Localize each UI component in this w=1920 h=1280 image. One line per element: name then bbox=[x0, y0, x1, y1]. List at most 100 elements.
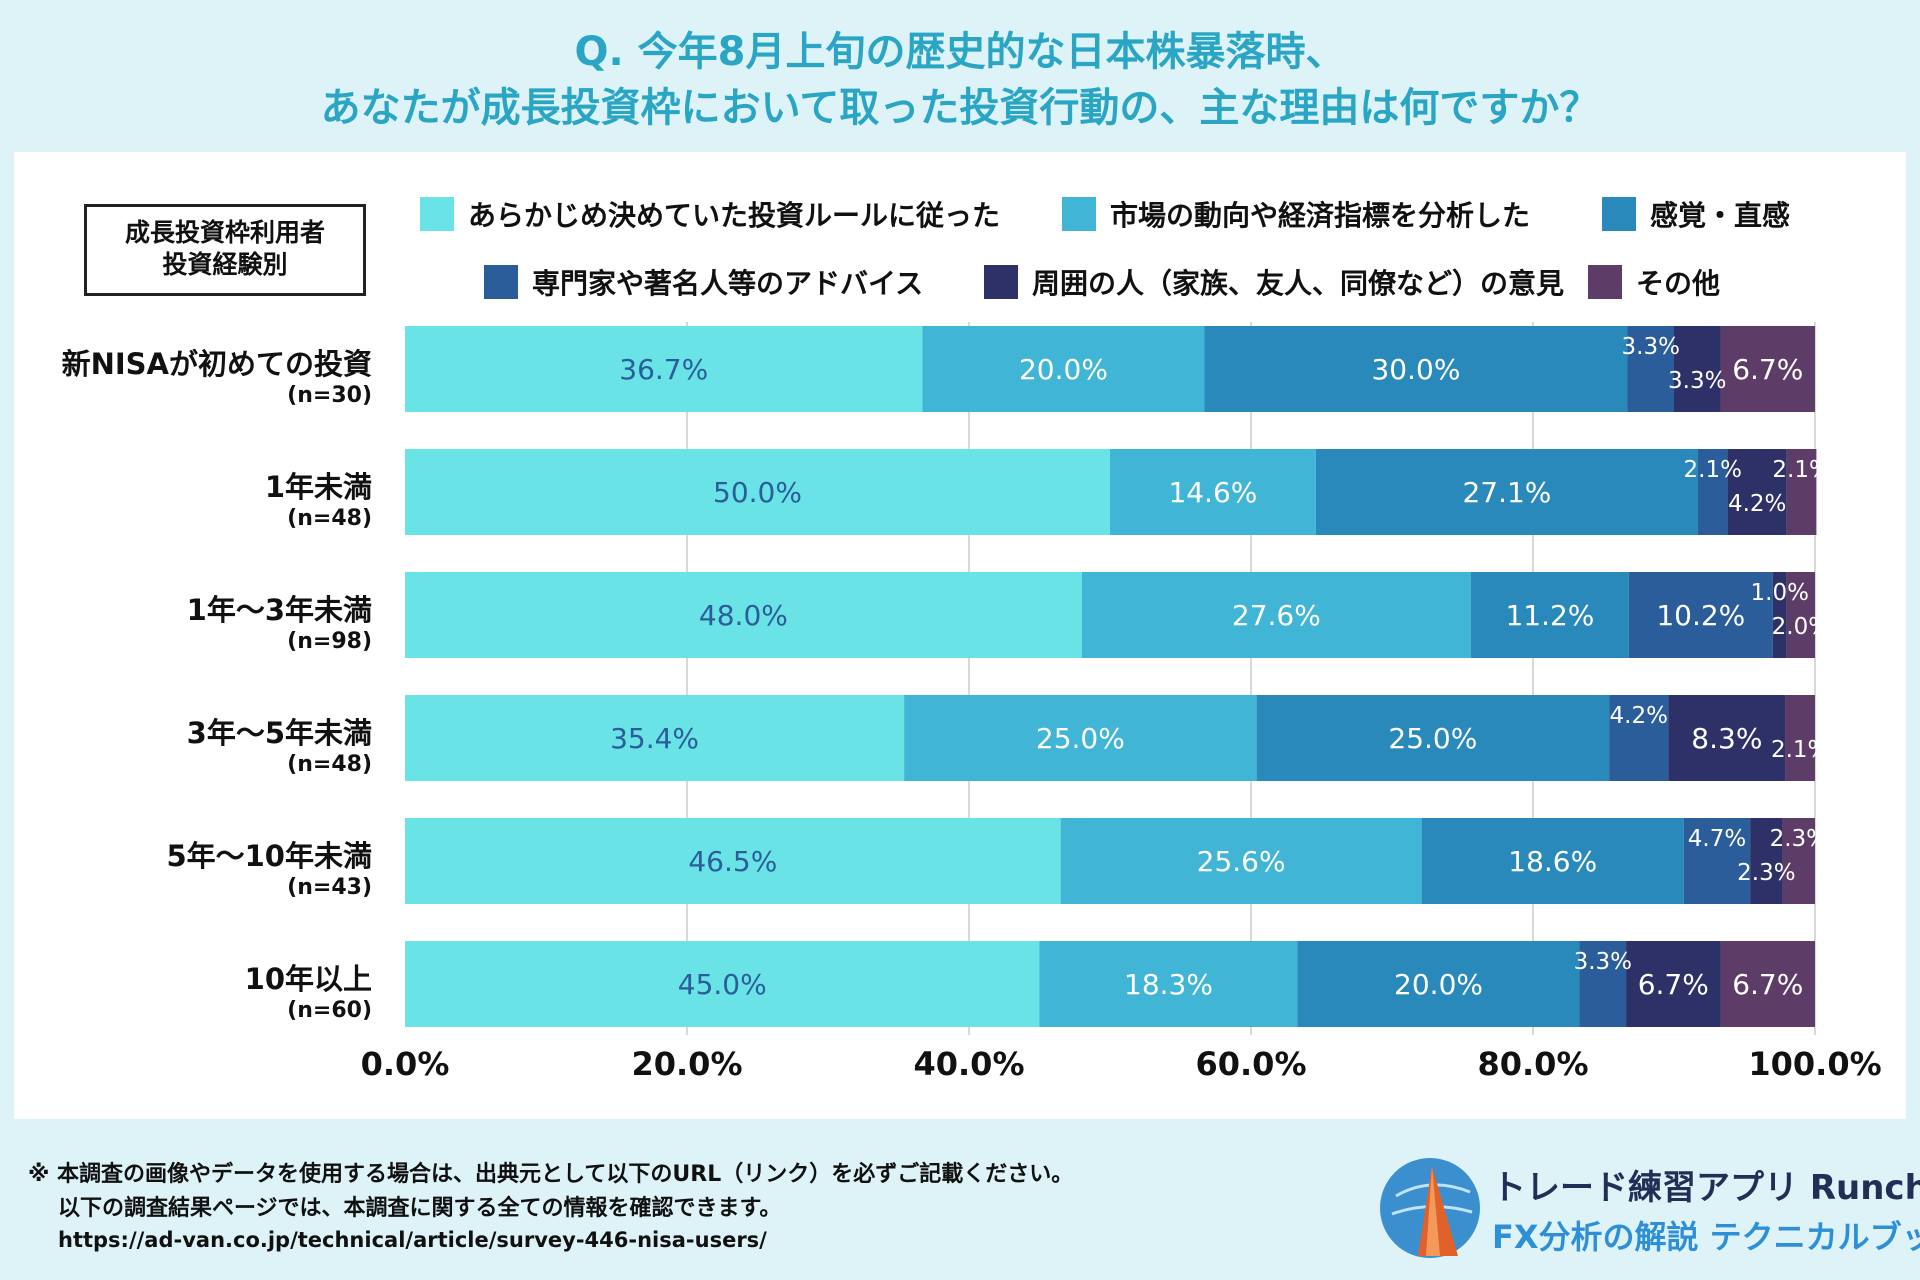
data-label: 10.2% bbox=[1656, 599, 1745, 632]
row-sample-size: (n=48) bbox=[287, 506, 372, 531]
row-label-under-1y: 1年未満 (n=48) bbox=[20, 469, 372, 533]
title-line-1: Q. 今年8月上旬の歴史的な日本株暴落時、 bbox=[574, 29, 1346, 75]
bar-segment bbox=[1039, 941, 1298, 1027]
bar-segment bbox=[1786, 449, 1817, 535]
data-label: 2.3% bbox=[1770, 826, 1828, 852]
bar-segment bbox=[405, 449, 1110, 535]
footer-note-line-1: ※ 本調査の画像やデータを使用する場合は、出典元として以下のURL（リンク）を必… bbox=[28, 1162, 1074, 1187]
data-label: 2.3% bbox=[1737, 860, 1795, 886]
data-label: 2.1% bbox=[1684, 457, 1742, 483]
data-label: 27.1% bbox=[1462, 476, 1551, 509]
data-label: 36.7% bbox=[619, 353, 708, 386]
data-label: 6.7% bbox=[1732, 353, 1803, 386]
bar-segment bbox=[405, 326, 923, 412]
x-tick-label: 40.0% bbox=[913, 1045, 1024, 1083]
bar-segment bbox=[1786, 572, 1815, 658]
bar-segment bbox=[1674, 326, 1721, 412]
legend-swatch-rule bbox=[420, 197, 454, 231]
row-sample-size: (n=43) bbox=[287, 875, 372, 900]
legend-item-rule: あらかじめ決めていた投資ルールに従った bbox=[420, 194, 1000, 234]
data-label: 35.4% bbox=[610, 722, 699, 755]
legend-label-people: 周囲の人（家族、友人、同僚など）の意見 bbox=[1032, 267, 1565, 300]
legend-item-people: 周囲の人（家族、友人、同僚など）の意見 bbox=[984, 262, 1564, 302]
bar-segment bbox=[1785, 695, 1815, 781]
legend-swatch-expert bbox=[484, 265, 518, 299]
brand-name: トレード練習アプリ Runcha bbox=[1492, 1168, 1920, 1208]
chart-title: Q. 今年8月上旬の歴史的な日本株暴落時、 あなたが成長投資枠において取った投資… bbox=[0, 24, 1920, 136]
row-label-1-3y: 1年～3年未満 (n=98) bbox=[20, 592, 372, 656]
legend-swatch-intuition bbox=[1602, 197, 1636, 231]
legend-swatch-analysis bbox=[1062, 197, 1096, 231]
data-label: 25.6% bbox=[1197, 845, 1286, 878]
bar-segment bbox=[1772, 572, 1787, 658]
bar-segment bbox=[1750, 818, 1783, 904]
data-label: 1.0% bbox=[1751, 580, 1809, 606]
x-tick-label: 80.0% bbox=[1477, 1045, 1588, 1083]
bar-segment bbox=[1683, 818, 1751, 904]
data-label: 8.3% bbox=[1691, 722, 1762, 755]
row-label-5-10y: 5年～10年未満 (n=43) bbox=[20, 838, 372, 902]
data-label: 46.5% bbox=[688, 845, 777, 878]
data-label: 2.1% bbox=[1771, 737, 1829, 763]
data-label: 2.1% bbox=[1772, 457, 1830, 483]
data-label: 48.0% bbox=[699, 599, 788, 632]
legend-label-intuition: 感覚・直感 bbox=[1650, 199, 1791, 232]
group-label-box: 成長投資枠利用者 投資経験別 bbox=[84, 204, 366, 296]
data-label: 30.0% bbox=[1371, 353, 1460, 386]
row-name: 10年以上 bbox=[244, 962, 372, 996]
x-tick-label: 20.0% bbox=[631, 1045, 742, 1083]
legend-swatch-people bbox=[984, 265, 1018, 299]
bar-segment bbox=[1626, 941, 1721, 1027]
data-label: 20.0% bbox=[1394, 968, 1483, 1001]
footer-note-line-2: 以下の調査結果ページでは、本調査に関する全ての情報を確認できます。 bbox=[58, 1196, 782, 1221]
bar-segment bbox=[1470, 572, 1629, 658]
row-sample-size: (n=60) bbox=[287, 998, 372, 1023]
bar-segment bbox=[405, 695, 905, 781]
bar-segment bbox=[1060, 818, 1422, 904]
brand-subtitle: FX分析の解説 テクニカルブック bbox=[1492, 1218, 1920, 1256]
bar-segment bbox=[904, 695, 1257, 781]
bar-segment bbox=[1204, 326, 1628, 412]
legend-item-intuition: 感覚・直感 bbox=[1602, 194, 1790, 234]
data-label: 4.2% bbox=[1610, 703, 1668, 729]
data-label: 4.7% bbox=[1688, 826, 1746, 852]
bar-segment bbox=[405, 818, 1061, 904]
data-label: 11.2% bbox=[1505, 599, 1594, 632]
row-label-first-time: 新NISAが初めての投資 (n=30) bbox=[20, 346, 372, 410]
row-name: 3年～5年未満 bbox=[186, 716, 372, 750]
row-sample-size: (n=30) bbox=[287, 383, 372, 408]
legend-label-other: その他 bbox=[1636, 267, 1721, 300]
bar-segment bbox=[1315, 449, 1698, 535]
group-label-line-2: 投資経験別 bbox=[162, 250, 288, 279]
bar-segment bbox=[1697, 449, 1728, 535]
legend-label-rule: あらかじめ決めていた投資ルールに従った bbox=[468, 199, 1001, 232]
data-label: 18.3% bbox=[1124, 968, 1213, 1001]
legend-label-analysis: 市場の動向や経済指標を分析した bbox=[1110, 199, 1531, 232]
data-label: 4.2% bbox=[1728, 491, 1786, 517]
data-label: 3.3% bbox=[1668, 368, 1726, 394]
legend-item-analysis: 市場の動向や経済指標を分析した bbox=[1062, 194, 1530, 234]
bar-segment bbox=[1081, 572, 1471, 658]
bar-segment bbox=[922, 326, 1205, 412]
legend-label-expert: 専門家や著名人等のアドバイス bbox=[532, 267, 924, 300]
data-label: 2.0% bbox=[1772, 614, 1830, 640]
row-label-3-5y: 3年～5年未満 (n=48) bbox=[20, 715, 372, 779]
data-label: 14.6% bbox=[1168, 476, 1257, 509]
row-label-over-10y: 10年以上 (n=60) bbox=[20, 961, 372, 1025]
data-label: 3.3% bbox=[1574, 949, 1632, 975]
legend-swatch-other bbox=[1588, 265, 1622, 299]
bar-segment bbox=[405, 941, 1040, 1027]
footer-url[interactable]: https://ad-van.co.jp/technical/article/s… bbox=[58, 1228, 767, 1252]
row-name: 1年～3年未満 bbox=[186, 593, 372, 627]
title-line-2: あなたが成長投資枠において取った投資行動の、主な理由は何ですか？ bbox=[320, 85, 1600, 131]
bar-segment bbox=[405, 572, 1082, 658]
row-sample-size: (n=48) bbox=[287, 752, 372, 777]
bar-segment bbox=[1627, 326, 1674, 412]
row-name: 新NISAが初めての投資 bbox=[61, 347, 372, 381]
row-name: 1年未満 bbox=[264, 470, 372, 504]
data-label: 20.0% bbox=[1019, 353, 1108, 386]
bar-segment bbox=[1609, 695, 1669, 781]
runcha-logo-icon bbox=[1380, 1158, 1480, 1258]
data-label: 50.0% bbox=[713, 476, 802, 509]
